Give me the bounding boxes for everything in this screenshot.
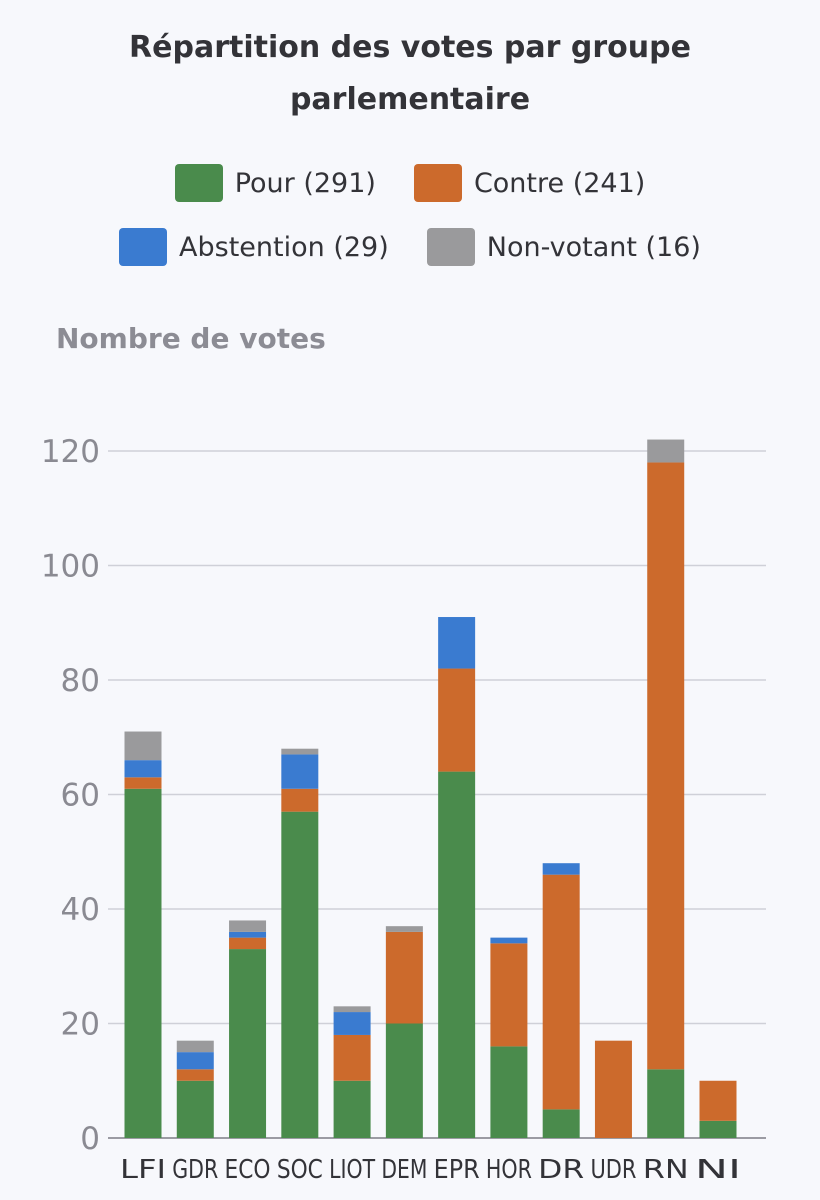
bar-segment-liot-non-votant bbox=[333, 1006, 371, 1013]
x-tick-label: LIOT bbox=[329, 1155, 375, 1185]
bar-segment-ni-contre bbox=[699, 1080, 737, 1121]
bar-segment-epr-contre bbox=[438, 668, 476, 772]
legend-label-pour: Pour (291) bbox=[234, 167, 376, 199]
legend-label-abstention: Abstention (29) bbox=[179, 231, 389, 263]
legend-label-non-votant: Non-votant (16) bbox=[486, 231, 701, 263]
x-tick-label: LFI bbox=[120, 1155, 166, 1185]
bar-segment-udr-contre bbox=[594, 1040, 632, 1138]
bar-segment-hor-abstention bbox=[490, 937, 528, 944]
legend-swatch-contre bbox=[413, 164, 462, 202]
x-tick-label: SOC bbox=[277, 1155, 323, 1185]
bar-segment-dr-contre bbox=[542, 874, 580, 1110]
x-tick-label: DR bbox=[538, 1155, 584, 1185]
bar-segment-gdr-pour bbox=[176, 1080, 214, 1138]
bar-segment-dr-pour bbox=[542, 1109, 580, 1138]
y-tick-label: 120 bbox=[41, 434, 100, 470]
bar-segment-lfi-pour bbox=[124, 788, 162, 1138]
x-tick-label: UDR bbox=[590, 1155, 636, 1185]
y-tick-label: 80 bbox=[61, 663, 100, 699]
bar-segment-liot-pour bbox=[333, 1080, 371, 1138]
bar-segment-lfi-contre bbox=[124, 777, 162, 789]
bar-segment-liot-contre bbox=[333, 1034, 371, 1081]
bar-segment-dem-pour bbox=[385, 1023, 423, 1138]
y-tick-label: 0 bbox=[80, 1121, 100, 1157]
bar-segment-dr-abstention bbox=[542, 863, 580, 875]
x-tick-label: HOR bbox=[486, 1155, 532, 1185]
y-tick-label: 100 bbox=[41, 549, 100, 585]
legend-swatch-abstention bbox=[119, 228, 168, 266]
bar-segment-dem-non-votant bbox=[385, 926, 423, 932]
bar-segment-soc-non-votant bbox=[281, 748, 319, 755]
bar-segment-liot-abstention bbox=[333, 1012, 371, 1035]
bar-segment-lfi-abstention bbox=[124, 760, 162, 778]
bar-segment-soc-contre bbox=[281, 788, 319, 812]
x-tick-label: DEM bbox=[381, 1155, 427, 1185]
x-tick-label: EPR bbox=[434, 1155, 480, 1185]
bar-segment-dem-contre bbox=[385, 931, 423, 1024]
bar-segment-epr-abstention bbox=[438, 617, 476, 669]
bar-segment-soc-pour bbox=[281, 811, 319, 1138]
bar-segment-hor-pour bbox=[490, 1046, 528, 1138]
legend-swatch-non-votant bbox=[426, 228, 475, 266]
legend-label-contre: Contre (241) bbox=[473, 167, 646, 199]
chart-title: Répartition des votes par groupe parleme… bbox=[0, 22, 820, 126]
legend-item-contre[interactable]: Contre (241) bbox=[413, 164, 646, 202]
bar-segment-rn-contre bbox=[647, 462, 685, 1070]
y-tick-label: 40 bbox=[61, 892, 100, 928]
legend-item-abstention[interactable]: Abstention (29) bbox=[119, 228, 389, 266]
y-tick-label: 60 bbox=[61, 778, 100, 814]
bar-segment-gdr-non-votant bbox=[176, 1040, 214, 1053]
legend-row-2: Abstention (29) Non-votant (16) bbox=[0, 228, 820, 266]
legend-item-non-votant[interactable]: Non-votant (16) bbox=[426, 228, 701, 266]
y-axis-title: Nombre de votes bbox=[56, 322, 326, 355]
chart-title-line-1: Répartition des votes par groupe bbox=[129, 30, 691, 65]
bar-segment-rn-non-votant bbox=[647, 439, 685, 463]
legend-item-pour[interactable]: Pour (291) bbox=[174, 164, 376, 202]
bar-segment-epr-pour bbox=[438, 771, 476, 1138]
y-tick-label: 20 bbox=[61, 1007, 100, 1043]
bar-segment-eco-non-votant bbox=[229, 920, 267, 932]
bar-segment-hor-contre bbox=[490, 943, 528, 1047]
x-tick-label: RN bbox=[643, 1155, 689, 1185]
bar-segment-gdr-abstention bbox=[176, 1052, 214, 1070]
bar-segment-rn-pour bbox=[647, 1069, 685, 1138]
x-tick-label: ECO bbox=[225, 1155, 271, 1185]
bar-segment-lfi-non-votant bbox=[124, 731, 162, 761]
bar-segment-eco-pour bbox=[229, 949, 267, 1138]
legend-swatch-pour bbox=[174, 164, 223, 202]
x-tick-label: NI bbox=[695, 1155, 741, 1185]
legend-row-1: Pour (291) Contre (241) bbox=[0, 164, 820, 202]
bar-segment-gdr-contre bbox=[176, 1069, 214, 1081]
bar-segment-ni-pour bbox=[699, 1120, 737, 1138]
x-tick-label: GDR bbox=[172, 1155, 218, 1185]
bar-segment-eco-abstention bbox=[229, 931, 267, 938]
bar-segment-soc-abstention bbox=[281, 754, 319, 789]
bar-segment-eco-contre bbox=[229, 937, 267, 950]
chart-title-line-2: parlementaire bbox=[289, 82, 531, 117]
